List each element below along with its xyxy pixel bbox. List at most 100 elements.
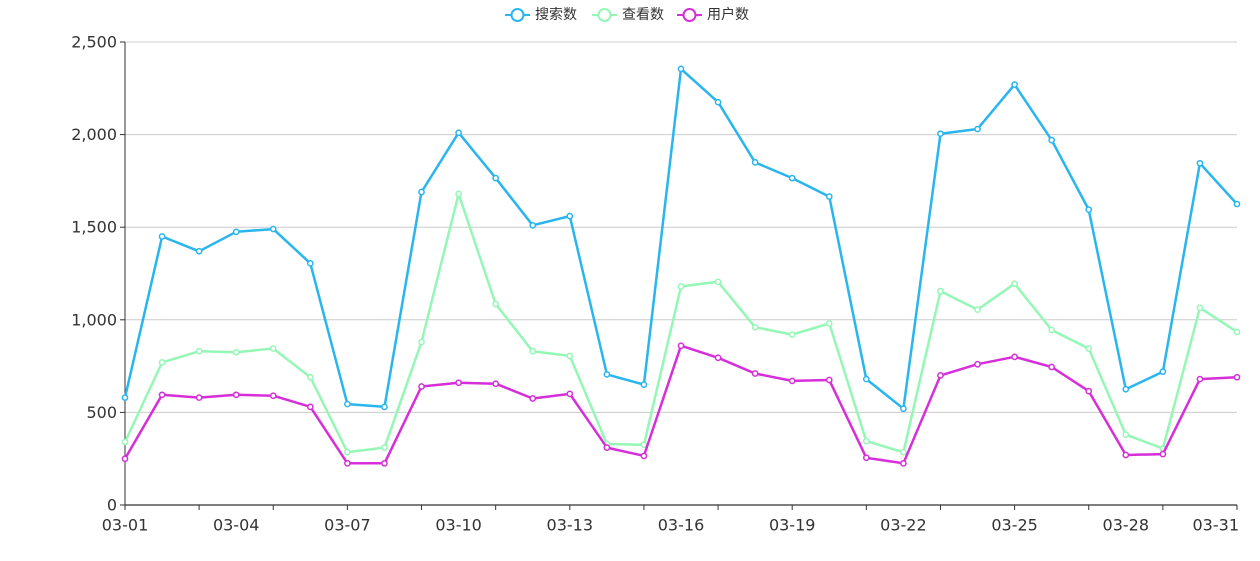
data-point[interactable] — [566, 352, 574, 360]
data-point[interactable] — [158, 233, 166, 240]
data-point[interactable] — [1196, 375, 1204, 383]
data-point[interactable] — [195, 394, 203, 401]
data-point[interactable] — [937, 372, 944, 379]
data-point[interactable] — [1159, 450, 1167, 458]
y-tick-label: 500 — [86, 403, 117, 422]
data-point[interactable] — [1085, 387, 1093, 395]
data-point[interactable] — [677, 342, 685, 350]
data-point[interactable] — [492, 174, 500, 182]
data-point[interactable] — [158, 391, 166, 399]
data-point[interactable] — [1233, 328, 1241, 336]
data-point[interactable] — [900, 405, 907, 413]
data-point[interactable] — [1085, 345, 1093, 352]
data-point[interactable] — [1233, 373, 1241, 381]
data-point[interactable] — [640, 452, 648, 460]
data-point[interactable] — [900, 448, 907, 456]
data-point[interactable] — [232, 391, 240, 399]
data-point[interactable] — [306, 373, 314, 381]
data-point[interactable] — [862, 375, 870, 383]
data-point[interactable] — [344, 448, 351, 456]
data-point[interactable] — [974, 125, 981, 133]
data-point[interactable] — [121, 394, 129, 401]
data-point[interactable] — [418, 383, 425, 390]
data-point[interactable] — [1085, 206, 1093, 213]
data-point[interactable] — [788, 331, 796, 338]
data-point[interactable] — [306, 403, 314, 411]
data-point[interactable] — [974, 306, 981, 313]
legend[interactable]: 搜索数 查看数 用户数 — [505, 6, 749, 23]
data-point[interactable] — [418, 338, 425, 346]
data-point[interactable] — [937, 130, 944, 138]
data-point[interactable] — [269, 225, 277, 233]
data-point[interactable] — [232, 228, 240, 236]
data-point[interactable] — [381, 444, 388, 451]
data-point[interactable] — [1011, 280, 1018, 288]
data-point[interactable] — [677, 65, 685, 73]
data-point[interactable] — [1159, 368, 1167, 376]
data-point[interactable] — [825, 376, 833, 384]
data-point[interactable] — [195, 247, 203, 255]
y-tick-label: 0 — [107, 496, 117, 515]
data-point[interactable] — [1122, 385, 1130, 393]
legend-item-1[interactable]: 搜索数 — [505, 6, 577, 23]
data-point[interactable] — [1048, 136, 1056, 144]
data-point[interactable] — [1048, 326, 1056, 334]
data-point[interactable] — [825, 320, 833, 327]
data-point[interactable] — [344, 400, 351, 408]
data-point[interactable] — [1011, 81, 1018, 88]
data-point[interactable] — [195, 347, 203, 355]
data-point[interactable] — [1196, 304, 1204, 312]
data-point[interactable] — [566, 212, 574, 220]
data-point[interactable] — [714, 354, 722, 362]
data-point[interactable] — [232, 348, 240, 356]
data-point[interactable] — [1233, 200, 1241, 208]
data-point[interactable] — [158, 359, 166, 366]
data-point[interactable] — [418, 188, 425, 196]
x-tick-label: 03-19 — [769, 516, 816, 535]
x-tick-label: 03-13 — [547, 516, 594, 535]
data-point[interactable] — [751, 370, 759, 377]
data-point[interactable] — [788, 377, 796, 385]
data-point[interactable] — [1048, 363, 1056, 371]
x-tick-label: 03-22 — [880, 516, 927, 535]
data-point[interactable] — [529, 347, 537, 355]
data-point[interactable] — [714, 278, 722, 286]
data-point[interactable] — [788, 174, 796, 182]
data-point[interactable] — [306, 259, 314, 267]
data-point[interactable] — [1011, 353, 1018, 361]
data-point[interactable] — [751, 323, 759, 331]
data-point[interactable] — [121, 438, 129, 446]
data-point[interactable] — [381, 403, 388, 411]
data-point[interactable] — [900, 459, 907, 467]
data-point[interactable] — [455, 129, 462, 137]
data-point[interactable] — [603, 371, 611, 378]
data-point[interactable] — [751, 159, 759, 166]
data-point[interactable] — [566, 390, 574, 398]
data-point[interactable] — [677, 283, 685, 290]
legend-item-2[interactable]: 查看数 — [592, 7, 664, 23]
data-point[interactable] — [862, 437, 870, 445]
data-point[interactable] — [937, 287, 944, 295]
data-point[interactable] — [825, 193, 833, 200]
data-point[interactable] — [455, 190, 462, 198]
data-point[interactable] — [455, 379, 462, 387]
data-point[interactable] — [1122, 431, 1130, 438]
data-point[interactable] — [640, 381, 648, 388]
data-point[interactable] — [714, 98, 722, 106]
data-point[interactable] — [344, 459, 351, 467]
data-point[interactable] — [492, 300, 500, 308]
y-tick-label: 2,500 — [71, 33, 117, 52]
data-point[interactable] — [1196, 159, 1204, 167]
data-point[interactable] — [269, 392, 277, 400]
data-point[interactable] — [603, 444, 611, 451]
data-point[interactable] — [1122, 451, 1130, 459]
data-point[interactable] — [974, 360, 981, 368]
legend-item-3[interactable]: 用户数 — [677, 6, 749, 23]
data-point[interactable] — [269, 345, 277, 352]
data-point[interactable] — [121, 455, 129, 463]
data-point[interactable] — [862, 454, 870, 462]
data-point[interactable] — [381, 459, 388, 467]
data-point[interactable] — [492, 380, 500, 388]
data-point[interactable] — [529, 221, 537, 229]
data-point[interactable] — [529, 395, 537, 402]
